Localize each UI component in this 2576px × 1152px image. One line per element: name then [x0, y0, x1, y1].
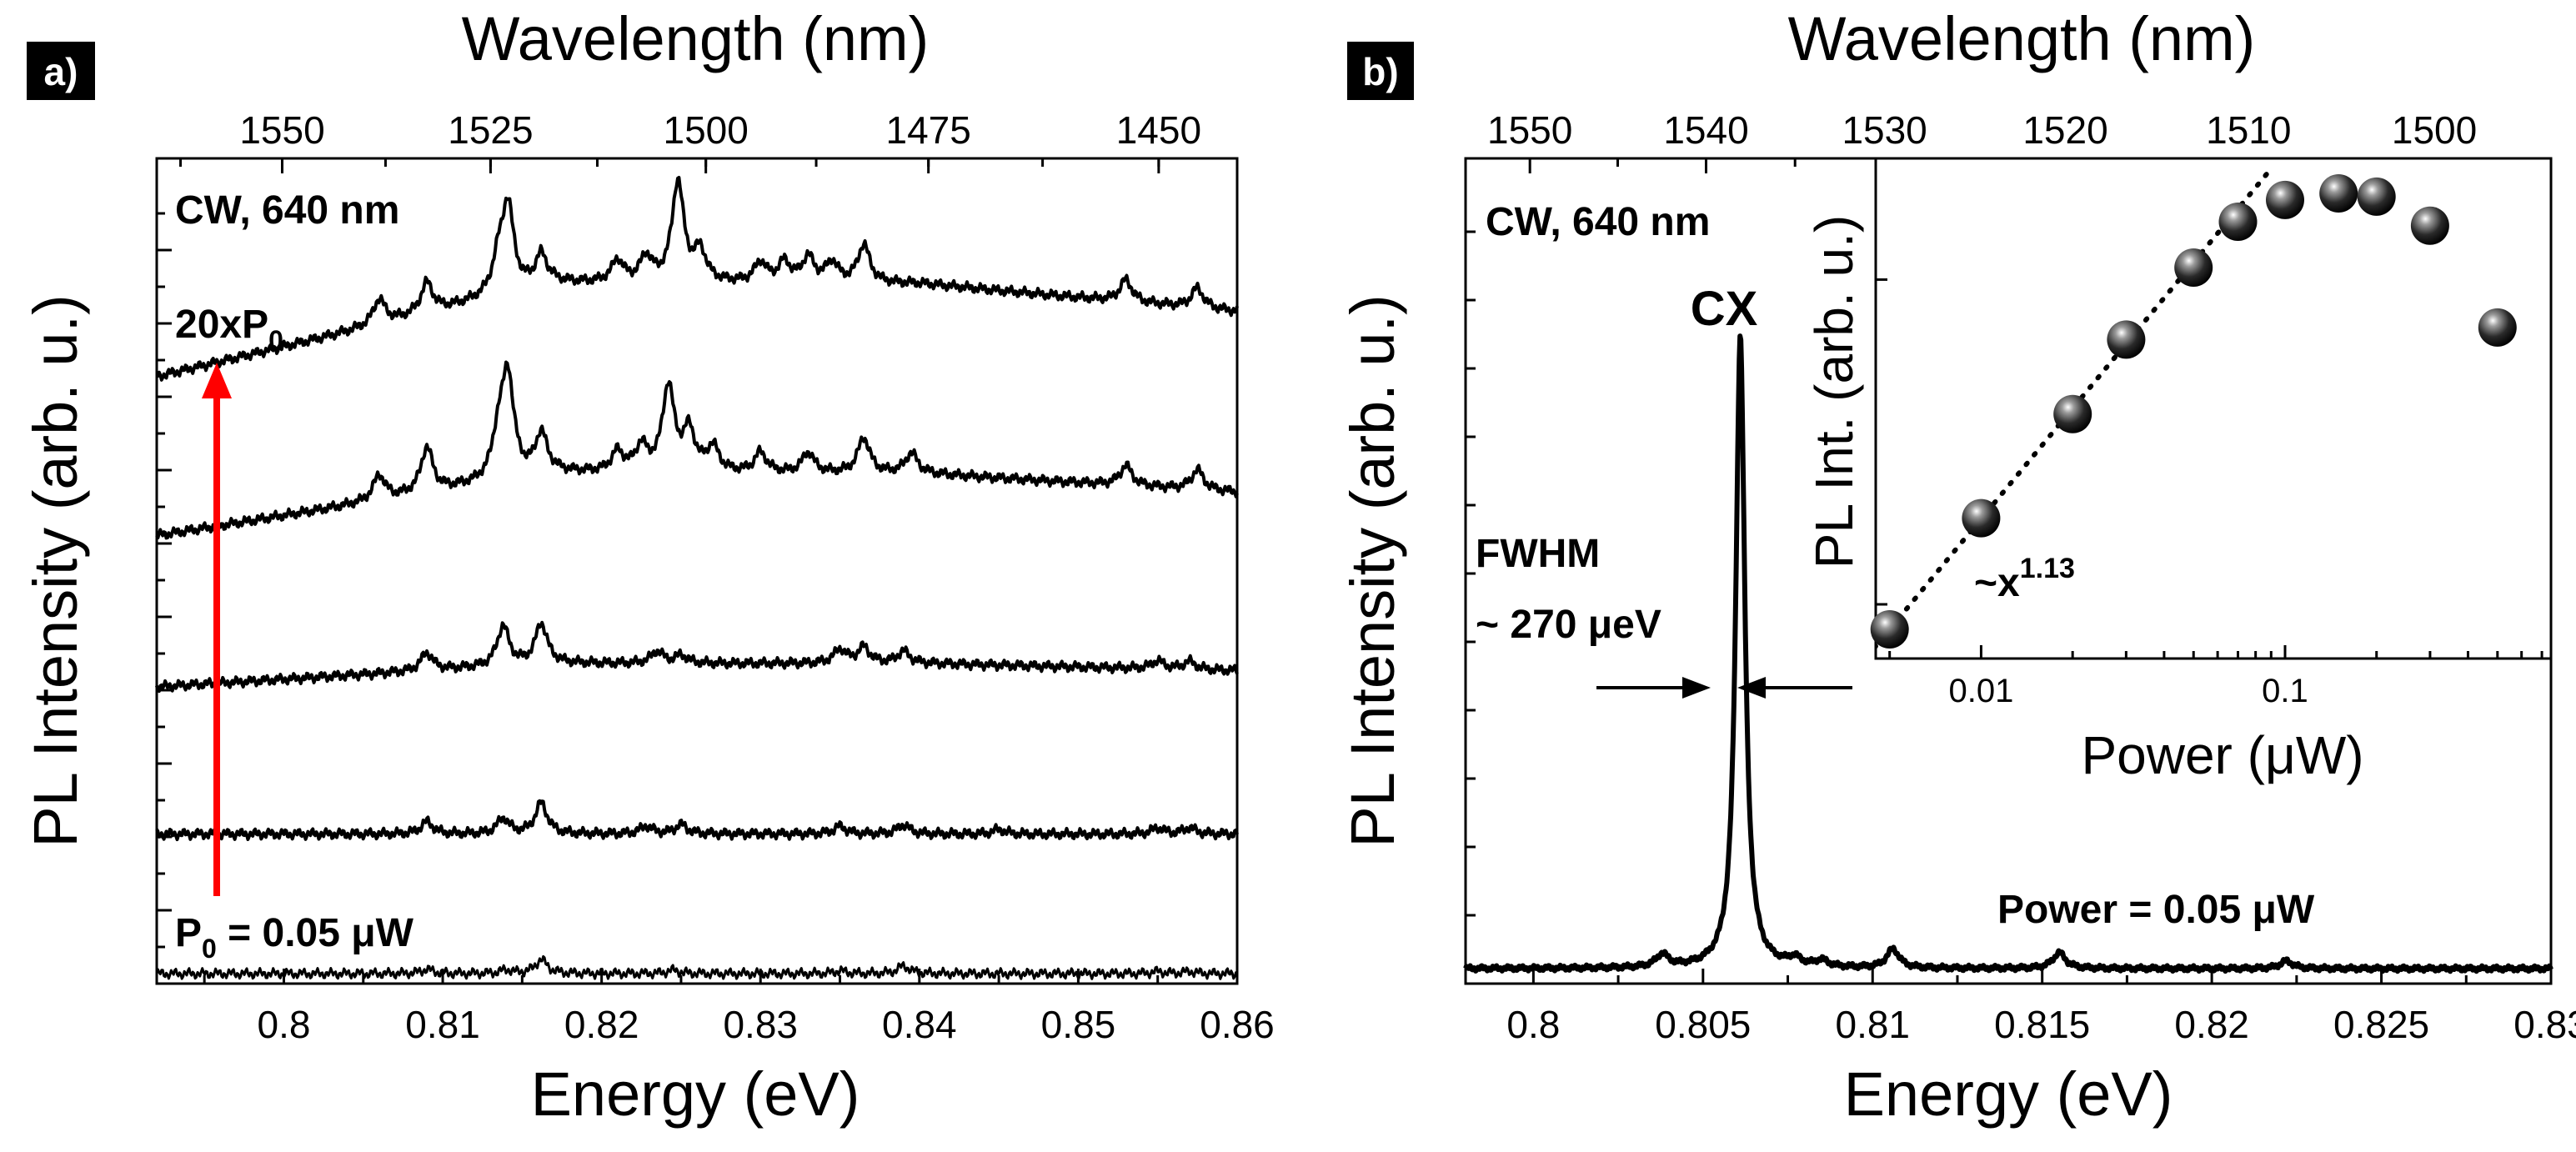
- x-tick-label: 0.86: [1200, 1003, 1275, 1046]
- x-tick-label: 0.83: [723, 1003, 798, 1046]
- cx-label: CX: [1691, 282, 1758, 336]
- inset-x-axis-title: Power (μW): [2081, 725, 2363, 785]
- spectrum-trace: [155, 954, 1239, 980]
- top-tick-label: 1540: [1663, 108, 1748, 152]
- lower-power-sub: 0: [202, 934, 217, 964]
- panel-a-upper-power-label: 20xP0: [175, 303, 283, 355]
- fit-line-group: [1876, 166, 2274, 650]
- panel-b-top-axis-title: Wavelength (nm): [1788, 4, 2256, 73]
- top-tick-label: 1510: [2206, 108, 2291, 152]
- lower-power-base: P: [175, 911, 202, 955]
- upper-power-base: 20xP: [175, 303, 268, 347]
- inset-data-point: [2174, 248, 2213, 287]
- top-tick-label: 1550: [1487, 108, 1572, 152]
- fit-label: ~x1.13: [1974, 553, 2075, 605]
- inset: 0.01 0.1 Power (μW) PL Int. (arb. u.) ~x1…: [1804, 157, 2553, 785]
- panel-a-left-ticks: [157, 212, 172, 949]
- panel-a: a) Wavelength (nm) 1550 1525 1500 1475 1450 …: [21, 4, 1275, 1129]
- fwhm-arrows: [1596, 677, 1852, 699]
- panel-b-left-ticks: [1466, 230, 1476, 917]
- panel-b-x-axis-title: Energy (eV): [1844, 1059, 2173, 1129]
- fit-label-exp: 1.13: [2020, 553, 2075, 584]
- x-tick-label: 0.84: [882, 1003, 957, 1046]
- panel-a-bottom-ticks: 0.8 0.81 0.82 0.83 0.84 0.85 0.86: [203, 969, 1275, 1046]
- inset-data-point: [2319, 174, 2358, 213]
- inset-data-point: [1962, 498, 2001, 538]
- spectrum-trace: [1463, 333, 2553, 974]
- fit-line: [1876, 166, 2274, 650]
- inset-data-point: [2357, 177, 2396, 216]
- panel-a-traces: [155, 176, 1239, 980]
- x-tick-label: 0.85: [1041, 1003, 1116, 1046]
- inset-x-tick-label: 0.1: [2262, 673, 2308, 709]
- panel-a-cw-label: CW, 640 nm: [175, 188, 399, 233]
- inset-data-point: [1870, 610, 1909, 649]
- fwhm-label: FWHM: [1476, 532, 1600, 576]
- panel-b-top-ticks: 1550 1540 1530 1520 1510 1500: [1487, 108, 2530, 173]
- panel-b: b) Wavelength (nm) 1550 1540 1530 1520 1510 1…: [1338, 4, 2576, 1129]
- panel-a-top-ticks: 1550 1525 1500 1475 1450: [179, 108, 1201, 173]
- panel-a-x-axis-title: Energy (eV): [531, 1059, 860, 1129]
- panel-a-label: a): [44, 50, 78, 93]
- inset-data-point: [2107, 320, 2146, 359]
- panel-a-label-bg: [27, 42, 95, 100]
- lower-power-rest: = 0.05 μW: [217, 911, 414, 955]
- top-tick-label: 1450: [1116, 108, 1201, 152]
- panel-b-bottom-ticks: 0.8 0.805 0.81 0.815 0.82 0.825 0.83: [1506, 969, 2576, 1046]
- panel-b-label-bg: [1347, 42, 1414, 100]
- inset-data-point: [2218, 203, 2258, 241]
- inset-data-point: [2266, 180, 2304, 219]
- spectrum-trace: [155, 799, 1239, 842]
- inset-content: 0.01 0.1: [1870, 166, 2543, 709]
- x-tick-label: 0.81: [405, 1003, 480, 1046]
- panel-a-frame: [155, 157, 1239, 985]
- power-arrow-head: [202, 363, 232, 398]
- panel-b-cw-label: CW, 640 nm: [1486, 200, 1710, 244]
- panel-b-y-axis-title: PL Intensity (arb. u.): [1338, 294, 1407, 848]
- panel-b-label: b): [1362, 50, 1398, 93]
- inset-data-point: [2478, 308, 2517, 347]
- fit-label-base: ~x: [1974, 561, 2020, 605]
- x-tick-label: 0.815: [1994, 1003, 2090, 1046]
- fwhm-arrow-right-head: [1737, 677, 1766, 699]
- panel-a-lower-power-label: P0 = 0.05 μW: [175, 911, 414, 964]
- fwhm-arrow-left-head: [1682, 677, 1711, 699]
- top-tick-label: 1500: [2392, 108, 2477, 152]
- fwhm-value: ~ 270 μeV: [1476, 603, 1661, 647]
- x-tick-label: 0.83: [2513, 1003, 2576, 1046]
- top-tick-label: 1475: [886, 108, 971, 152]
- upper-power-sub: 0: [268, 325, 283, 355]
- top-tick-label: 1525: [448, 108, 533, 152]
- top-tick-label: 1550: [239, 108, 324, 152]
- spectrum-trace: [156, 176, 1239, 382]
- spectrum-trace: [155, 620, 1239, 694]
- spectrum-trace: [155, 360, 1239, 540]
- panel-b-trace: [1463, 333, 2553, 974]
- x-tick-label: 0.81: [1835, 1003, 1910, 1046]
- x-tick-label: 0.82: [564, 1003, 639, 1046]
- x-tick-label: 0.8: [257, 1003, 310, 1046]
- top-tick-label: 1520: [2022, 108, 2107, 152]
- x-tick-label: 0.82: [2174, 1003, 2249, 1046]
- top-tick-label: 1530: [1842, 108, 1927, 152]
- panel-a-top-axis-title: Wavelength (nm): [462, 4, 930, 73]
- panel-a-y-axis-title: PL Intensity (arb. u.): [21, 294, 90, 848]
- power-label: Power = 0.05 μW: [1997, 888, 2315, 932]
- inset-y-axis-title: PL Int. (arb. u.): [1804, 215, 1864, 568]
- top-tick-label: 1500: [664, 108, 749, 152]
- inset-x-tick-label: 0.01: [1948, 673, 2013, 709]
- x-tick-label: 0.825: [2333, 1003, 2429, 1046]
- inset-data-point: [2410, 206, 2449, 245]
- x-tick-label: 0.8: [1506, 1003, 1560, 1046]
- x-tick-label: 0.805: [1655, 1003, 1751, 1046]
- inset-data-point: [2053, 394, 2092, 433]
